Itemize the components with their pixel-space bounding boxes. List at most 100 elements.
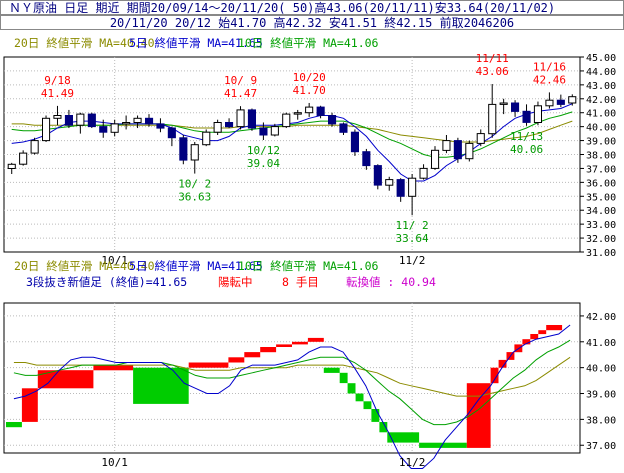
brick-down <box>379 422 388 433</box>
legend-ma10: 10日 終値平滑 MA=41.06 <box>238 259 379 273</box>
y-tick-label: 37.00 <box>586 164 616 175</box>
brick-up <box>276 344 292 347</box>
candle-down <box>145 117 154 125</box>
candle-up <box>533 105 543 124</box>
legend-ma5: 5日 終値平滑 MA=41.65 <box>129 259 263 273</box>
candle-down <box>556 99 565 105</box>
trough-value-label: 39.04 <box>247 157 280 170</box>
candle-up <box>42 117 51 142</box>
candle-up <box>465 142 474 160</box>
candle-up <box>282 113 291 128</box>
candle-up <box>202 131 211 146</box>
candle-up <box>488 103 497 135</box>
y-tick-label: 35.00 <box>586 192 616 203</box>
brick-down <box>387 432 420 443</box>
chart-header-quote: 20/11/20 20/12 始41.70 高42.32 安41.51 終42.… <box>0 15 624 30</box>
brick-up <box>228 357 245 363</box>
legend-ma5: 5日 終値平滑 MA=41.65 <box>129 36 263 50</box>
trough-value-label: 36.63 <box>178 191 211 204</box>
candle-down <box>362 151 371 167</box>
x-tick-label: 10/1 <box>101 456 128 469</box>
y-tick-label: 36.00 <box>586 178 616 189</box>
candle-up <box>53 115 62 119</box>
brick-up <box>21 388 38 422</box>
legend-ma20: 20日 終値平滑 MA=40.40 <box>14 36 155 50</box>
brick-up <box>530 334 539 340</box>
y-tick-label: 41.00 <box>586 338 616 349</box>
candle-up <box>293 112 302 115</box>
peak-value-label: 43.06 <box>476 65 509 78</box>
y-tick-label: 40.00 <box>586 364 616 375</box>
y-tick-label: 44.00 <box>586 67 616 78</box>
candle-down <box>167 127 176 139</box>
break-method-label: 3段抜き新値足 (終値)=41.65 <box>26 275 187 289</box>
candle-up <box>545 99 554 107</box>
x-tick-label: 10/1 <box>101 254 128 267</box>
candle-up <box>385 179 394 186</box>
candle-up <box>270 126 279 136</box>
candle-down <box>316 106 325 116</box>
peak-value-label: 41.47 <box>224 87 257 100</box>
y-tick-label: 42.00 <box>586 312 616 323</box>
peak-date-label: 10/ 9 <box>224 74 257 87</box>
y-tick-label: 34.00 <box>586 206 616 217</box>
ma5-line <box>11 103 573 182</box>
chart-header-period: ＮＹ原油 日足 期近 期間20/09/14～20/11/20( 50)高43.0… <box>0 0 624 15</box>
candle-down <box>179 137 188 161</box>
candle-down <box>522 110 531 123</box>
ma10-line <box>11 111 573 158</box>
y-tick-label: 33.00 <box>586 220 616 231</box>
candle-up <box>7 163 16 170</box>
legend-ma20: 20日 終値平滑 MA=40.40 <box>14 259 155 273</box>
trough-value-label: 33.64 <box>396 232 429 245</box>
y-tick-label: 45.00 <box>586 53 616 64</box>
trough-date-label: 10/12 <box>247 144 280 157</box>
y-tick-label: 37.00 <box>586 441 616 452</box>
y-tick-label: 40.00 <box>586 123 616 134</box>
count-label: 8 手目 <box>282 275 319 289</box>
candle-down <box>396 179 405 197</box>
y-tick-label: 32.00 <box>586 234 616 245</box>
brick-up <box>93 365 134 371</box>
brick-down <box>133 367 189 404</box>
candle-up <box>419 167 428 179</box>
brick-down <box>363 401 372 410</box>
brick-down <box>323 367 340 373</box>
candle-down <box>373 165 382 186</box>
brick-up <box>292 341 308 345</box>
candle-down <box>511 102 520 112</box>
peak-date-label: 11/16 <box>533 60 566 73</box>
brick-up <box>307 337 324 342</box>
candle-up <box>499 102 508 105</box>
y-tick-label: 39.00 <box>586 390 616 401</box>
candle-up <box>19 152 28 165</box>
candle-down <box>99 126 108 133</box>
x-tick-label: 11/2 <box>399 456 426 469</box>
candle-up <box>76 113 85 126</box>
brick-down <box>339 372 348 384</box>
y-tick-label: 38.00 <box>586 151 616 162</box>
peak-value-label: 41.70 <box>293 84 326 97</box>
candle-up <box>476 133 485 144</box>
brick-up <box>498 359 507 368</box>
candle-up <box>568 96 577 104</box>
peak-value-label: 42.46 <box>533 73 566 86</box>
brick-down <box>6 422 22 428</box>
candle-down <box>156 123 165 129</box>
candle-up <box>305 106 314 114</box>
brick-up <box>260 347 277 353</box>
legend-ma10: 10日 終値平滑 MA=41.06 <box>238 36 379 50</box>
candle-down <box>453 140 462 160</box>
peak-date-label: 11/11 <box>476 52 509 65</box>
candle-down <box>225 122 234 128</box>
candle-up <box>408 177 417 197</box>
candle-up <box>431 149 440 169</box>
candle-up <box>110 123 119 133</box>
candle-down <box>64 115 74 126</box>
peak-value-label: 41.49 <box>41 87 74 100</box>
trough-date-label: 11/13 <box>510 130 543 143</box>
peak-date-label: 9/18 <box>44 74 71 87</box>
y-tick-label: 39.00 <box>586 137 616 148</box>
